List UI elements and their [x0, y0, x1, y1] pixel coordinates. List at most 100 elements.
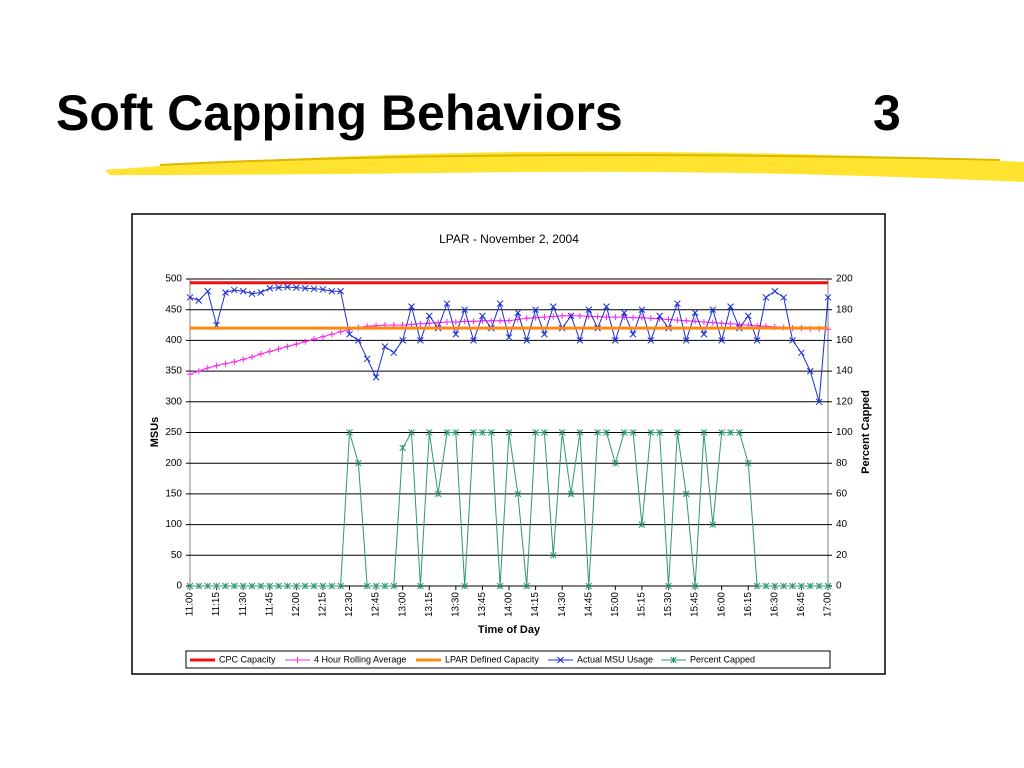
data-marker — [310, 285, 318, 293]
data-marker — [824, 582, 832, 590]
data-marker — [629, 429, 637, 436]
data-marker — [620, 309, 628, 317]
data-marker — [293, 341, 300, 348]
data-marker — [523, 582, 531, 590]
data-marker — [550, 313, 557, 320]
x-tick-label: 14:15 — [530, 592, 541, 617]
data-marker — [408, 303, 415, 310]
data-marker — [195, 368, 202, 375]
data-marker — [541, 429, 548, 436]
data-marker — [390, 582, 398, 590]
data-marker — [266, 284, 274, 292]
data-marker — [328, 287, 336, 295]
data-marker — [683, 317, 690, 324]
data-marker — [558, 429, 566, 436]
data-marker — [399, 444, 407, 452]
data-marker — [541, 314, 548, 321]
data-marker — [630, 314, 637, 321]
x-tick-label: 14:45 — [583, 592, 594, 617]
data-marker — [248, 290, 256, 298]
data-marker — [381, 582, 389, 590]
data-marker — [523, 315, 530, 322]
data-marker — [691, 309, 699, 317]
data-marker — [417, 320, 424, 327]
legend-box — [185, 650, 831, 669]
slide-title: Soft Capping Behaviors — [56, 85, 623, 141]
data-marker — [239, 582, 247, 590]
data-marker — [718, 320, 725, 327]
data-marker — [700, 318, 707, 325]
x-tick-label: 14:30 — [557, 592, 568, 617]
y-tick-label: 50 — [171, 550, 183, 561]
x-tick-label: 16:00 — [716, 592, 727, 617]
data-marker — [506, 317, 512, 324]
legend-label: CPC Capacity — [219, 654, 276, 664]
data-marker — [319, 333, 326, 340]
data-marker — [213, 582, 220, 590]
data-marker — [292, 582, 300, 590]
x-tick-label: 15:30 — [663, 592, 674, 617]
data-marker — [470, 429, 477, 436]
data-marker — [700, 330, 708, 338]
legend-label: Percent Capped — [690, 654, 755, 664]
y2-tick-label: 60 — [836, 489, 848, 500]
data-marker — [301, 582, 309, 590]
data-marker — [222, 360, 229, 367]
data-marker — [425, 429, 433, 436]
data-marker — [674, 317, 681, 324]
data-marker — [204, 287, 212, 295]
y-tick-label: 450 — [165, 304, 182, 315]
data-marker — [567, 312, 575, 320]
data-marker — [523, 337, 531, 344]
x-tick-label: 12:00 — [291, 592, 302, 617]
data-marker — [762, 582, 770, 590]
data-marker — [682, 490, 690, 498]
data-marker — [780, 582, 788, 590]
data-marker — [213, 362, 220, 369]
data-marker — [399, 337, 407, 344]
data-marker — [585, 306, 593, 314]
data-marker — [753, 582, 761, 590]
data-marker — [691, 582, 699, 590]
data-marker — [603, 314, 610, 321]
data-marker — [301, 284, 309, 292]
data-marker — [532, 429, 539, 436]
y-tick-label: 200 — [165, 458, 182, 469]
y-tick-label: 100 — [165, 519, 182, 530]
data-marker — [222, 289, 229, 296]
data-marker — [390, 349, 398, 357]
data-marker — [692, 318, 699, 325]
data-marker — [559, 312, 566, 319]
data-marker — [505, 333, 513, 341]
y2-tick-label: 160 — [836, 335, 853, 346]
data-marker — [426, 320, 433, 327]
data-marker — [346, 429, 353, 436]
data-marker — [363, 355, 371, 363]
data-marker — [744, 459, 752, 467]
data-marker — [284, 582, 291, 590]
data-marker — [425, 312, 433, 320]
data-marker — [638, 306, 646, 314]
data-marker — [372, 582, 380, 590]
x-tick-label: 15:15 — [637, 592, 648, 617]
data-marker — [319, 286, 327, 293]
data-marker — [337, 328, 344, 335]
data-marker — [656, 312, 663, 320]
data-marker — [488, 317, 495, 324]
data-marker — [204, 365, 211, 372]
y-tick-label: 400 — [165, 335, 182, 346]
x-tick-label: 11:30 — [238, 592, 249, 617]
data-marker — [798, 582, 805, 590]
x-axis-title: Time of Day — [478, 624, 541, 636]
data-marker — [452, 429, 460, 436]
data-marker — [328, 582, 336, 590]
data-marker — [549, 303, 557, 310]
x-tick-label: 13:00 — [397, 592, 408, 617]
data-marker — [709, 319, 716, 326]
y2-axis-title: Percent Capped — [860, 390, 872, 474]
y-axis-title: MSUs — [149, 417, 161, 448]
y-tick-label: 250 — [165, 427, 182, 438]
data-marker — [461, 582, 469, 590]
x-tick-label: 11:00 — [185, 592, 196, 617]
data-marker — [824, 294, 832, 301]
